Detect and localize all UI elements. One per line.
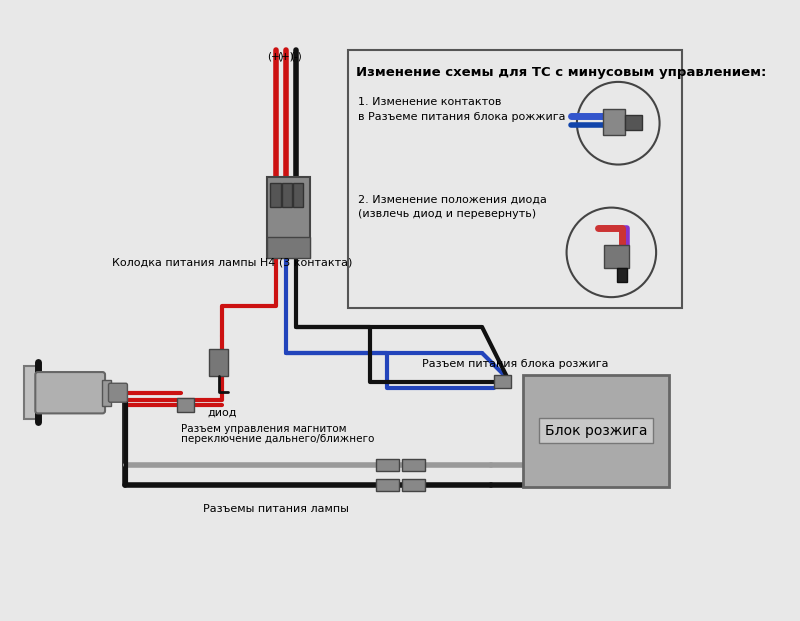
Bar [267, 176, 310, 258]
Bar [494, 374, 511, 388]
Bar [102, 380, 111, 406]
Bar [602, 109, 625, 135]
Bar [24, 366, 40, 419]
Text: Разъемы питания лампы: Разъемы питания лампы [202, 504, 349, 514]
Text: диод: диод [207, 407, 237, 417]
Text: Изменение схемы для ТС с минусовым управлением:: Изменение схемы для ТС с минусовым управ… [357, 66, 767, 78]
FancyBboxPatch shape [109, 383, 127, 402]
Bar [402, 479, 425, 491]
Bar [210, 349, 228, 376]
Text: 1. Изменение контактов: 1. Изменение контактов [358, 97, 502, 107]
Bar [376, 459, 398, 471]
Bar [348, 50, 682, 309]
Text: переключение дальнего/ближнего: переключение дальнего/ближнего [181, 434, 374, 444]
Bar [522, 374, 669, 487]
FancyBboxPatch shape [35, 372, 105, 414]
Bar [267, 237, 310, 258]
Bar [282, 183, 292, 207]
Text: в Разъеме питания блока рожжига: в Разъеме питания блока рожжига [358, 112, 566, 122]
Bar [402, 459, 425, 471]
Text: Колодка питания лампы Н4 (3 контакта): Колодка питания лампы Н4 (3 контакта) [112, 258, 352, 268]
Text: Блок розжига: Блок розжига [545, 424, 647, 438]
Text: Разъем питания блока розжига: Разъем питания блока розжига [422, 360, 609, 369]
Text: (-): (-) [290, 52, 302, 61]
Bar [177, 398, 194, 412]
Text: 2. Изменение положения диода: 2. Изменение положения диода [358, 195, 547, 205]
Text: Разъем управления магнитом: Разъем управления магнитом [181, 424, 346, 433]
Text: (+): (+) [267, 52, 284, 61]
Bar [270, 183, 281, 207]
Text: (извлечь диод и перевернуть): (извлечь диод и перевернуть) [358, 209, 536, 219]
Bar [605, 245, 629, 268]
Bar [625, 115, 642, 130]
Bar [617, 268, 627, 282]
Bar [376, 479, 398, 491]
Text: (+): (+) [278, 52, 294, 61]
Bar [293, 183, 303, 207]
